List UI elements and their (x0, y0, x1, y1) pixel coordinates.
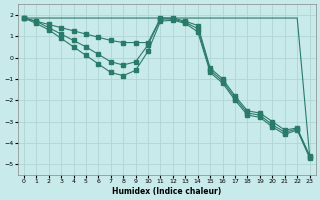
X-axis label: Humidex (Indice chaleur): Humidex (Indice chaleur) (112, 187, 221, 196)
